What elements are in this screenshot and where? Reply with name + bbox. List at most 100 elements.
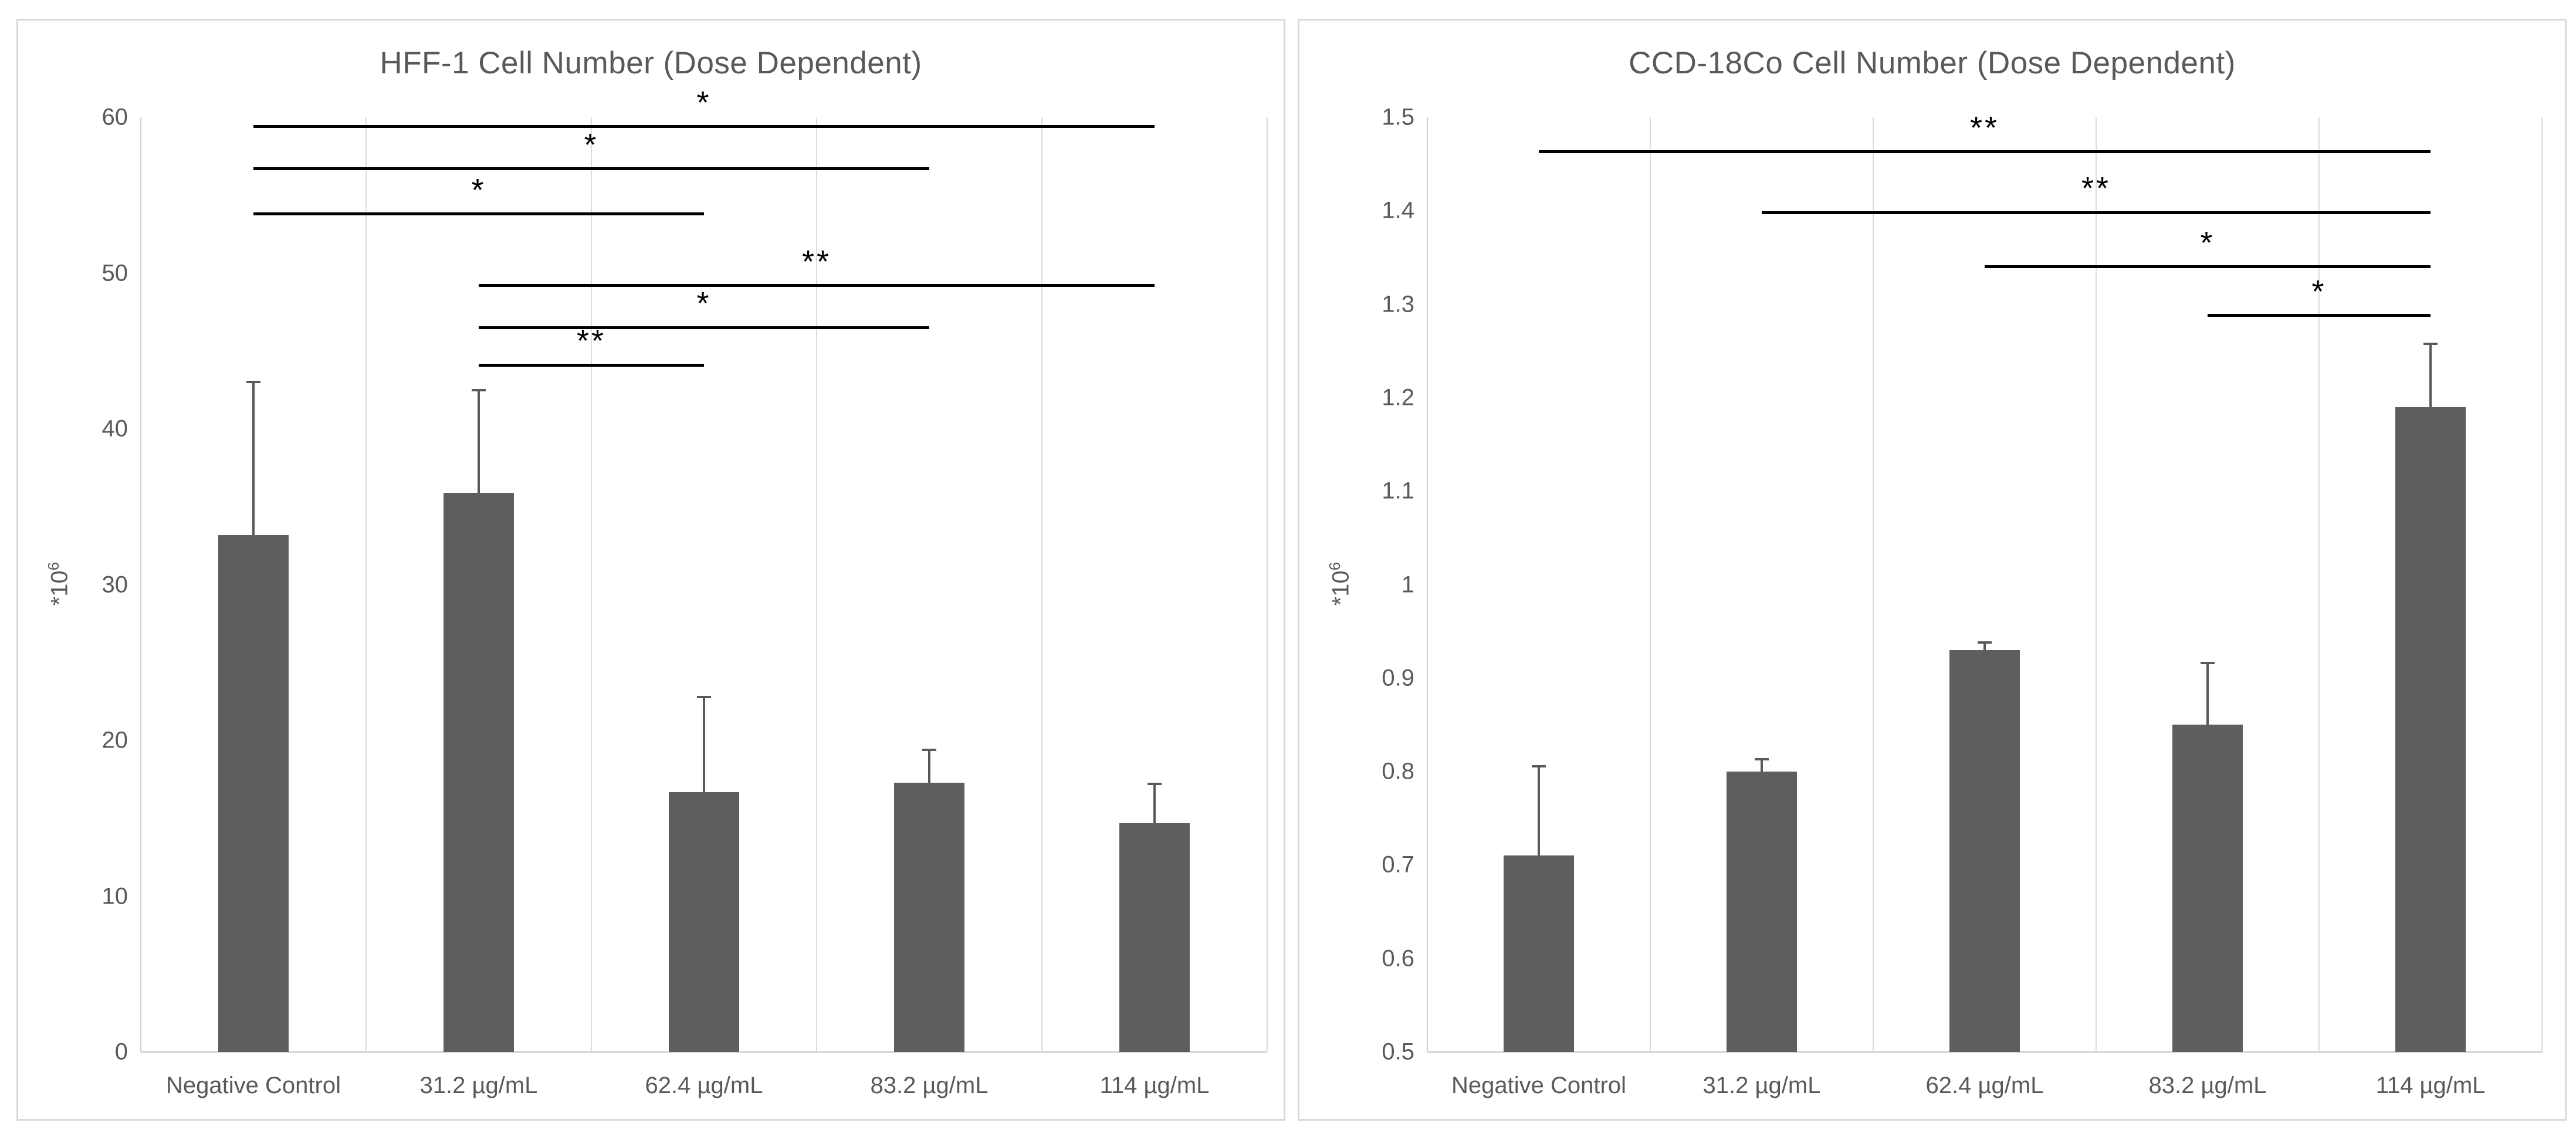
y-tick-label: 50 [101, 260, 128, 286]
category-gridline [1041, 117, 1042, 1052]
y-axis-line [140, 117, 141, 1052]
error-bar-stem-83-2-g-ml [2206, 663, 2209, 725]
plot-area: ** ** * * [1427, 112, 2543, 1053]
error-bar-cap-83-2-g-ml [922, 748, 936, 751]
error-bar-stem-negative-control [252, 382, 255, 535]
x-category-label-62-4-g-ml: 62.4 µg/mL [1925, 1073, 2044, 1098]
y-tick-label: 0.8 [1382, 758, 1414, 784]
x-category-label-114-g-ml: 114 µg/mL [1099, 1073, 1210, 1098]
significance-label: ** [1969, 110, 2000, 146]
bar-negative-control [218, 535, 289, 1052]
error-bar-cap-negative-control [1532, 765, 1546, 767]
bar-31-2-g-ml [1727, 772, 1797, 1052]
significance-label: ** [576, 323, 607, 359]
chart-title: HFF-1 Cell Number (Dose Dependent) [380, 46, 922, 80]
chart-panel-hff1: HFF-1 Cell Number (Dose Dependent) *106 … [16, 19, 1285, 1121]
category-gridline [2096, 117, 2097, 1052]
category-gridline [1873, 117, 1874, 1052]
significance-line-31-2-g-ml-vs-114-g-ml [479, 284, 1155, 288]
significance-label: * [584, 127, 599, 163]
error-bar-stem-31-2-g-ml [1761, 759, 1763, 772]
y-tick-label: 1.2 [1382, 384, 1414, 411]
bar-negative-control [1504, 855, 1574, 1052]
y-axis-label-exponent: 6 [45, 562, 62, 571]
bar-114-g-ml [1119, 823, 1190, 1052]
significance-line-83-2-g-ml-vs-114-g-ml [2208, 314, 2431, 317]
error-bar-stem-62-4-g-ml [703, 696, 705, 792]
bar-31-2-g-ml [444, 492, 514, 1052]
error-bar-cap-62-4-g-ml [697, 695, 711, 698]
bar-62-4-g-ml [669, 792, 739, 1052]
error-bar-stem-114-g-ml [1153, 784, 1156, 823]
error-bar-stem-negative-control [1538, 766, 1540, 856]
significance-label: * [2311, 273, 2327, 309]
y-tick-label: 0.9 [1382, 665, 1414, 691]
error-bar-stem-114-g-ml [2429, 343, 2432, 407]
significance-line-negative-control-vs-62-4-g-ml [253, 212, 704, 216]
y-tick-label: 0.7 [1382, 851, 1414, 878]
significance-label: * [2200, 225, 2215, 261]
bar-62-4-g-ml [1949, 650, 2020, 1052]
x-axis-line [141, 1051, 1267, 1053]
significance-line-negative-control-vs-114-g-ml [253, 125, 1155, 128]
category-gridline [2541, 117, 2543, 1052]
y-tick-label: 0 [114, 1039, 128, 1065]
bar-83-2-g-ml [2172, 725, 2243, 1052]
significance-line-31-2-g-ml-vs-62-4-g-ml [479, 363, 704, 367]
significance-line-negative-control-vs-114-g-ml [1539, 150, 2431, 154]
category-gridline [365, 117, 367, 1052]
error-bar-cap-114-g-ml [1147, 783, 1162, 786]
y-tick-label: 1.3 [1382, 291, 1414, 317]
significance-label: ** [801, 243, 832, 279]
y-tick-label: 1.1 [1382, 478, 1414, 504]
x-category-label-114-g-ml: 114 µg/mL [2375, 1073, 2486, 1098]
category-gridline [816, 117, 817, 1052]
y-axis-label-exponent: 6 [1326, 562, 1343, 571]
y-tick-label: 40 [101, 415, 128, 442]
significance-line-62-4-g-ml-vs-114-g-ml [1985, 265, 2431, 269]
significance-label: * [696, 286, 712, 322]
y-tick-label: 30 [101, 571, 128, 597]
error-bar-cap-114-g-ml [2423, 342, 2438, 345]
x-category-label-negative-control: Negative Control [166, 1073, 341, 1098]
x-category-label-83-2-g-ml: 83.2 µg/mL [870, 1073, 989, 1098]
error-bar-cap-negative-control [246, 381, 260, 384]
bar-114-g-ml [2395, 407, 2466, 1052]
y-tick-label: 1.4 [1382, 197, 1414, 224]
x-axis-line [1427, 1051, 2542, 1053]
significance-label: ** [2081, 171, 2111, 207]
significance-line-31-2-g-ml-vs-114-g-ml [1762, 211, 2431, 214]
y-axis-line [1427, 117, 1428, 1052]
error-bar-stem-62-4-g-ml [1983, 642, 1986, 650]
chart-title: CCD-18Co Cell Number (Dose Dependent) [1629, 46, 2236, 80]
significance-label: * [471, 172, 486, 208]
bar-83-2-g-ml [894, 782, 964, 1052]
significance-line-31-2-g-ml-vs-83-2-g-ml [479, 326, 929, 329]
x-category-label-83-2-g-ml: 83.2 µg/mL [2148, 1073, 2267, 1098]
category-gridline [1650, 117, 1651, 1052]
chart-panel-ccd18co: CCD-18Co Cell Number (Dose Dependent) * 1… [1298, 19, 2567, 1121]
error-bar-stem-31-2-g-ml [478, 390, 480, 493]
x-category-label-negative-control: Negative Control [1451, 1073, 1626, 1098]
error-bar-cap-83-2-g-ml [2201, 662, 2215, 665]
x-category-label-31-2-g-ml: 31.2 µg/mL [1702, 1073, 1821, 1098]
category-gridline [1267, 117, 1268, 1052]
y-tick-label: 1.5 [1382, 104, 1414, 130]
x-category-label-31-2-g-ml: 31.2 µg/mL [419, 1073, 538, 1098]
y-tick-label: 10 [101, 883, 128, 909]
significance-line-negative-control-vs-83-2-g-ml [253, 167, 929, 171]
y-tick-label: 20 [101, 727, 128, 753]
category-gridline [591, 117, 592, 1052]
significance-label: * [696, 84, 712, 120]
error-bar-cap-31-2-g-ml [1755, 758, 1769, 761]
x-category-label-62-4-g-ml: 62.4 µg/mL [645, 1073, 763, 1098]
y-tick-label: 60 [101, 104, 128, 130]
category-gridline [2318, 117, 2320, 1052]
y-tick-label: 0.6 [1382, 945, 1414, 972]
plot-area: * * * ** * ** [140, 87, 1268, 1053]
error-bar-cap-62-4-g-ml [1978, 641, 1992, 644]
error-bar-cap-31-2-g-ml [472, 388, 486, 391]
y-tick-label: 1 [1401, 571, 1414, 597]
error-bar-stem-83-2-g-ml [928, 749, 930, 783]
